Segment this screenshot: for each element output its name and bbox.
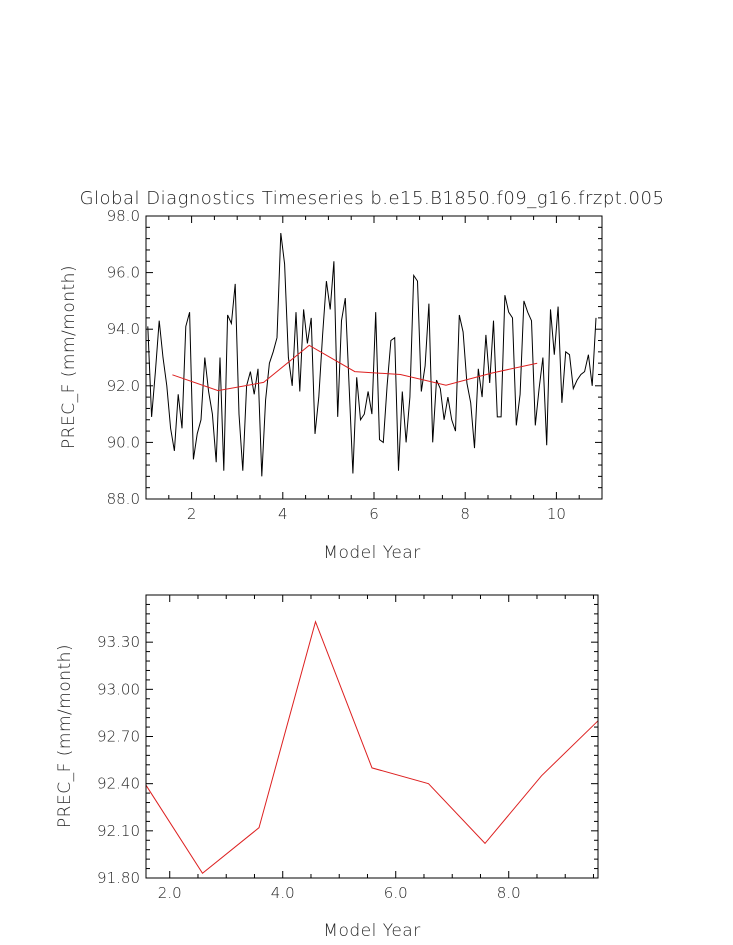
plot-frame [145, 594, 599, 879]
y-tick-label: 92.10 [97, 822, 140, 840]
x-tick-label: 6 [369, 505, 379, 523]
x-tick-label: 10 [547, 505, 566, 523]
x-tick-label: 4.0 [271, 884, 295, 902]
y-tick-label: 93.00 [97, 680, 140, 698]
y-tick-label: 98.0 [107, 207, 140, 225]
y-tick-label: 92.0 [107, 377, 140, 395]
x-tick-label: 8.0 [497, 884, 521, 902]
x-tick-label: 2.0 [158, 884, 182, 902]
y-tick-label: 93.30 [97, 633, 140, 651]
x-tick-label: 8 [460, 505, 470, 523]
plot-frame [145, 215, 603, 500]
annual-mean-chart: 91.80 92.10 92.40 92.70 93.00 93.30 2.0 4.0 6.0 8… [55, 594, 599, 941]
x-axis-label: Model Year [323, 543, 420, 563]
timeseries-chart: Global Diagnostics Timeseries b.e15.B185… [59, 188, 664, 563]
series-line-annual-mean [172, 344, 538, 392]
series-line-monthly [147, 232, 597, 477]
y-tick-label: 92.40 [97, 775, 140, 793]
y-axis-label: PREC_F (mm/month) [59, 265, 79, 449]
y-tick-label: 94.0 [107, 320, 140, 338]
x-tick-label: 6.0 [384, 884, 408, 902]
chart-title: Global Diagnostics Timeseries b.e15.B185… [80, 188, 665, 209]
y-tick-label: 91.80 [97, 869, 140, 887]
y-tick-label: 96.0 [107, 264, 140, 282]
y-tick-label: 90.0 [107, 433, 140, 451]
x-axis-label: Model Year [323, 921, 420, 941]
y-tick-label: 88.0 [107, 490, 140, 508]
series-line-annual-mean [145, 620, 599, 875]
x-tick-label: 4 [278, 505, 288, 523]
y-axis-label: PREC_F (mm/month) [55, 644, 75, 828]
x-tick-label: 2 [187, 505, 197, 523]
y-tick-label: 92.70 [97, 728, 140, 746]
